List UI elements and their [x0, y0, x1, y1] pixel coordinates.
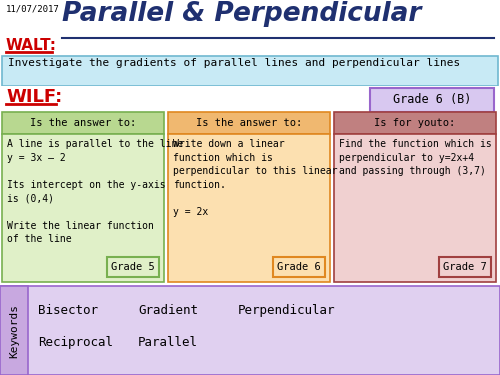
- Bar: [370, 88, 494, 112]
- Bar: [2, 112, 164, 134]
- Text: WALT:: WALT:: [6, 38, 57, 53]
- Text: Write down a linear
function which is
perpendicular to this linear
function.

y : Write down a linear function which is pe…: [173, 139, 338, 217]
- Text: Reciprocal: Reciprocal: [38, 336, 113, 349]
- Text: WILF:: WILF:: [6, 88, 62, 106]
- Bar: [0, 86, 500, 111]
- Text: Grade 5: Grade 5: [111, 262, 155, 272]
- Text: Is for youto:: Is for youto:: [374, 118, 456, 128]
- Text: Grade 6 (B): Grade 6 (B): [393, 93, 471, 106]
- Text: Perpendicular: Perpendicular: [238, 304, 336, 317]
- Text: Is the answer to:: Is the answer to:: [196, 118, 302, 128]
- Text: Investigate the gradients of parallel lines and perpendicular lines: Investigate the gradients of parallel li…: [8, 58, 460, 68]
- Text: Find the function which is
perpendicular to y=2x+4
and passing through (3,7): Find the function which is perpendicular…: [339, 139, 492, 176]
- Text: Parallel: Parallel: [138, 336, 198, 349]
- Bar: [168, 112, 330, 134]
- Text: Grade 6: Grade 6: [277, 262, 321, 272]
- Bar: [2, 134, 164, 282]
- Bar: [107, 257, 159, 277]
- Text: A line is parallel to the line
y = 3x – 2

Its intercept on the y-axis
is (0,4)
: A line is parallel to the line y = 3x – …: [7, 139, 183, 244]
- Bar: [2, 56, 498, 86]
- Text: 11/07/2017: 11/07/2017: [6, 4, 60, 13]
- Text: Bisector: Bisector: [38, 304, 98, 317]
- Bar: [334, 112, 496, 134]
- Text: Grade 7: Grade 7: [443, 262, 487, 272]
- Text: Is the answer to:: Is the answer to:: [30, 118, 136, 128]
- Bar: [0, 0, 500, 55]
- Bar: [334, 134, 496, 282]
- Text: Keywords: Keywords: [9, 303, 19, 357]
- Text: Parallel & Perpendicular: Parallel & Perpendicular: [62, 1, 422, 27]
- Bar: [439, 257, 491, 277]
- Text: Gradient: Gradient: [138, 304, 198, 317]
- Bar: [273, 257, 325, 277]
- Bar: [0, 286, 500, 375]
- Bar: [0, 286, 28, 375]
- Bar: [168, 134, 330, 282]
